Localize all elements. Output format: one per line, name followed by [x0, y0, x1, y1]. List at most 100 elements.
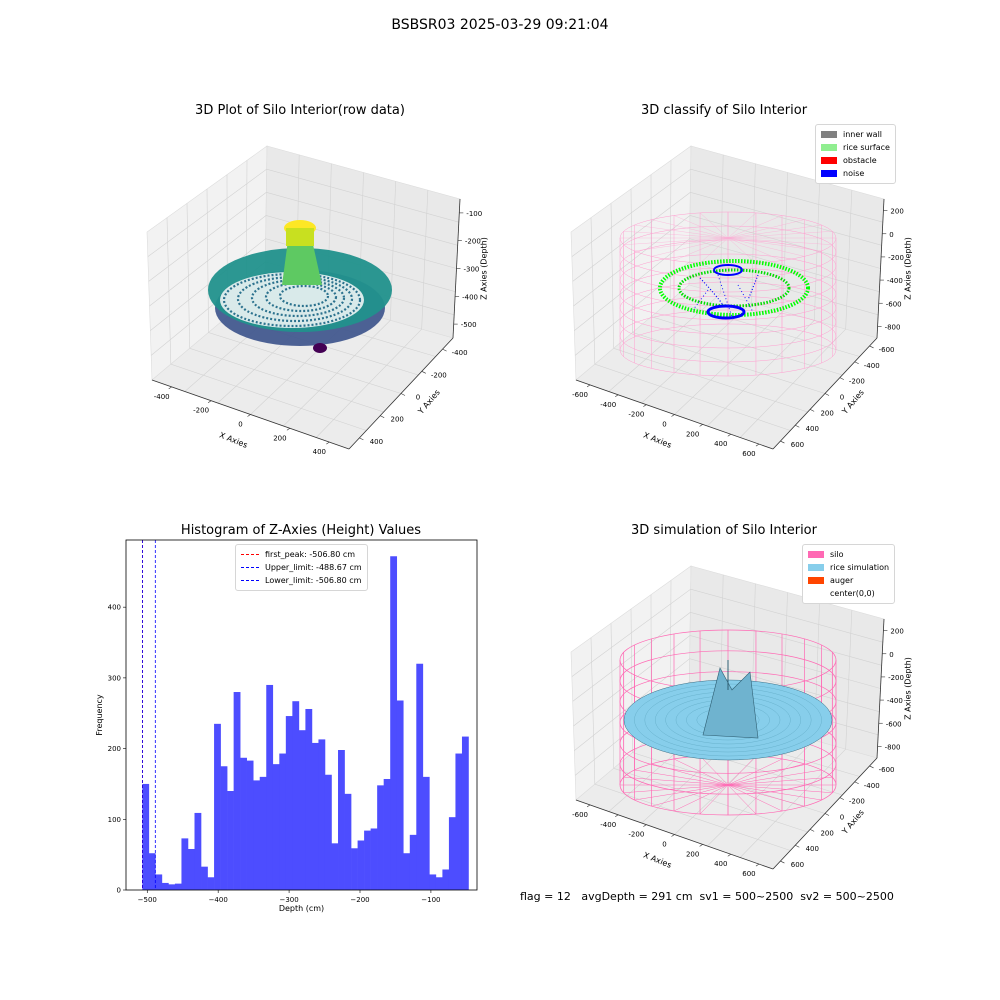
p1-scan-ring	[278, 284, 330, 308]
p1-scan-ring	[236, 275, 354, 323]
p1-x-tick-mark	[286, 428, 291, 431]
histogram-bar	[344, 793, 352, 890]
legend-upper-limit: Upper_limit: -488.67 cm	[241, 561, 362, 574]
legend-line	[241, 580, 259, 581]
p4-y-tick-mark	[810, 829, 815, 832]
p4-z-tick-label: -400	[887, 697, 903, 705]
p2-x-tick-label: 0	[662, 421, 666, 429]
p4-y-tick-label: 400	[806, 845, 819, 853]
p1-y-tick-label: -200	[431, 371, 447, 379]
p4-y-axis-label: Y Axies	[840, 808, 866, 837]
histogram-bar	[292, 701, 300, 890]
legend-line	[241, 567, 259, 568]
p4-y-tick-mark	[854, 781, 859, 785]
p1-y-tick-label: -400	[452, 349, 468, 357]
legend-swatch	[821, 131, 837, 138]
p2-z-axis-line	[876, 198, 885, 339]
p4-silo-floor-spoke	[727, 776, 833, 786]
p4-x-tick-mark	[755, 863, 760, 867]
p1-gridline-y	[315, 190, 429, 438]
p1-y-tick-label: 400	[370, 438, 383, 446]
p1-z-axis-label: Z Axies (Depth)	[480, 237, 489, 300]
p4-x-tick-label: 200	[686, 850, 699, 858]
histogram-bar	[246, 760, 254, 890]
histogram-bar	[383, 778, 391, 890]
p4-silo-floor-spoke	[651, 784, 729, 807]
legend-label: auger	[830, 576, 854, 585]
histogram-y-tick-label: 100	[108, 816, 121, 824]
p4-z-tick-label: 0	[889, 651, 893, 659]
p2-noise-scatter	[699, 274, 759, 306]
p4-y-tick-mark	[869, 765, 874, 769]
p2-lid-spoke	[673, 215, 729, 239]
histogram-bar	[416, 663, 424, 890]
p2-y-tick-mark	[854, 361, 859, 365]
histogram-bar	[396, 700, 404, 890]
p1-z-tick-label: -400	[462, 293, 478, 301]
legend-obstacle: obstacle	[821, 154, 890, 167]
p2-x-tick-mark	[755, 443, 760, 447]
histogram-bar	[259, 776, 267, 890]
histogram-bar	[351, 848, 358, 890]
histogram-bar	[194, 812, 202, 890]
p1-y-tick-label: 200	[391, 416, 404, 424]
p1-gridline-y	[283, 181, 396, 427]
p4-x-tick-label: -600	[572, 811, 588, 819]
p2-y-tick-label: 600	[791, 441, 804, 449]
legend-swatch	[808, 551, 824, 558]
histogram-bar	[161, 882, 169, 890]
p4-silo-floor-spoke	[699, 784, 729, 815]
p4-silo-floor-spoke	[673, 784, 729, 812]
p4-x-tick-label: 600	[742, 870, 755, 878]
histogram-bar	[357, 840, 365, 890]
p1-z-tick-label: -500	[461, 321, 477, 329]
p4-z-tick-label: -800	[885, 743, 901, 751]
p2-x-tick-label: 400	[714, 440, 727, 448]
legend-rice-simulation: rice simulation	[808, 561, 889, 574]
p2-lid-spoke	[727, 212, 757, 239]
p2-y-tick-label: -400	[864, 362, 880, 370]
p1-x-tick-mark	[326, 441, 330, 445]
p2-lid-spoke	[727, 215, 783, 239]
p2-y-tick-label: 200	[820, 409, 833, 417]
legend-silo: silo	[808, 548, 889, 561]
p2-rice-surface	[658, 259, 810, 317]
panel3-title: Histogram of Z-Axies (Height) Values	[180, 523, 422, 538]
p2-x-tick-mark	[671, 414, 675, 417]
histogram-bar	[220, 766, 228, 890]
p1-y-tick-mark	[442, 348, 447, 352]
p4-rice-center-peak	[702, 667, 759, 739]
p4-x-tick-label: -200	[628, 831, 644, 839]
histogram-bar	[174, 883, 182, 890]
histogram-x-tick-label: −400	[209, 896, 228, 904]
p4-x-tick-mark	[671, 834, 675, 837]
legend-label: noise	[843, 169, 865, 178]
p2-lid-spoke	[727, 237, 783, 261]
p2-x-tick-mark	[699, 424, 703, 427]
p4-x-tick-mark	[586, 804, 591, 808]
p4-silo-floor-spoke	[651, 763, 729, 786]
p4-silo-floor-spoke	[727, 755, 757, 786]
histogram-bar	[155, 874, 163, 890]
histogram-bar	[324, 774, 332, 890]
p4-z-tick-label: -200	[888, 674, 904, 682]
p2-lid-spoke	[699, 237, 729, 264]
p4-silo-floor-spoke	[727, 784, 805, 807]
p4-z-tick-label: -600	[886, 720, 902, 728]
legend-center: center(0,0)	[808, 587, 889, 600]
p1-x-tick-label: -400	[154, 393, 170, 401]
p4-y-tick-label: -200	[849, 798, 865, 806]
p2-z-tick-label: -200	[888, 254, 904, 262]
p2-gridline-y	[641, 163, 756, 404]
p4-y-tick-label: -600	[879, 766, 895, 774]
p2-lid-spoke	[727, 219, 805, 239]
histogram-y-tick-label: 0	[117, 887, 121, 895]
histogram-bar	[370, 828, 378, 890]
histogram-legend: first_peak: -506.80 cm Upper_limit: -488…	[235, 544, 368, 591]
p1-x-tick-label: -200	[193, 407, 209, 415]
p2-z-axis-label: Z Axies (Depth)	[904, 237, 913, 300]
p4-x-tick-mark	[699, 844, 703, 847]
p2-x-tick-label: 600	[742, 450, 755, 458]
histogram-x-axis-label: Depth (cm)	[279, 904, 324, 913]
